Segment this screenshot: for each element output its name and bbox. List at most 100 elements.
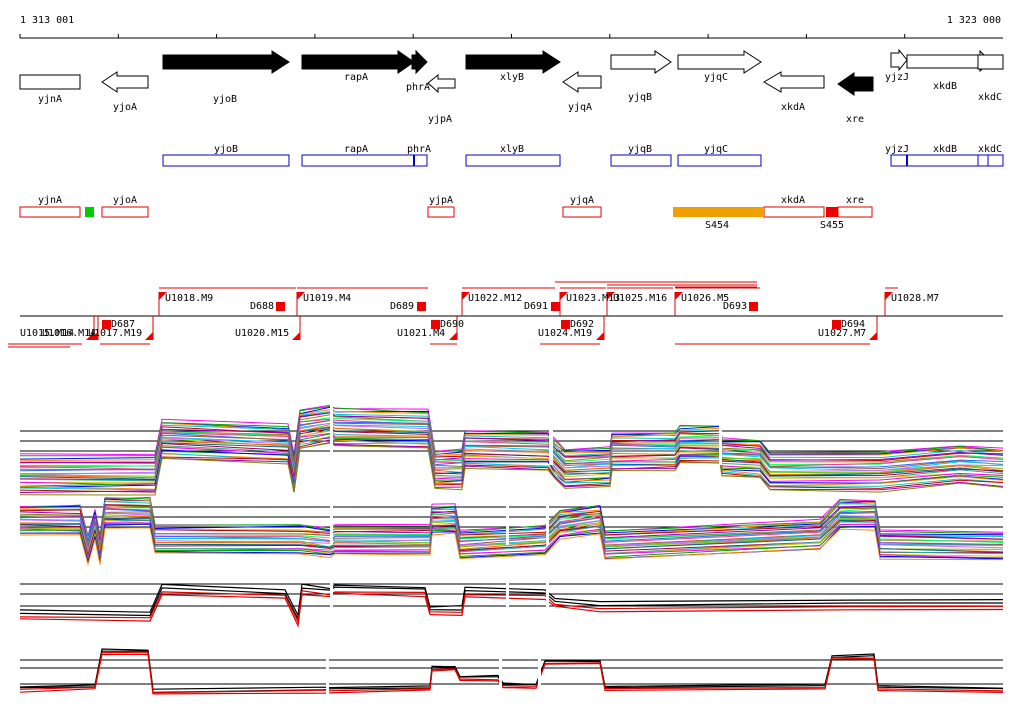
downshift-label: D687 xyxy=(111,319,135,330)
operon-xkdC-a[interactable] xyxy=(977,154,989,167)
upshift-label: U1024.M19 xyxy=(538,328,592,339)
operon-label: yjnA xyxy=(38,195,62,206)
expression-trace xyxy=(19,442,1004,496)
coord-end: 1 323 000 xyxy=(947,15,1001,26)
expression-panel-3 xyxy=(19,583,1004,628)
downshift-mark[interactable] xyxy=(551,302,560,311)
operon-label: yjoB xyxy=(214,144,238,155)
gene-yjqB[interactable]: yjqB xyxy=(610,50,672,103)
operon-label: xkdB xyxy=(933,144,957,155)
downshift-mark[interactable] xyxy=(276,302,285,311)
gene-rapA[interactable]: rapA xyxy=(301,50,415,83)
upshift-label: U1026.M5 xyxy=(681,293,729,304)
coordinate-ruler xyxy=(19,34,1003,39)
upshift-flag[interactable] xyxy=(449,332,457,340)
downshift-mark[interactable] xyxy=(417,302,426,311)
segment-S454[interactable] xyxy=(673,207,764,217)
downshift-mark[interactable] xyxy=(832,320,841,329)
operon-label: xkdC xyxy=(978,144,1002,155)
gene-label: yjpA xyxy=(428,114,452,125)
operon-label: yjqA xyxy=(570,195,594,206)
downshift-mark[interactable] xyxy=(749,302,758,311)
gene-xkdA[interactable]: xkdA xyxy=(763,71,825,113)
downshift-mark[interactable] xyxy=(102,320,111,329)
gene-label: rapA xyxy=(344,72,368,83)
expression-trace xyxy=(19,648,1004,690)
expression-trace xyxy=(19,583,1004,618)
operon-xlyB[interactable] xyxy=(465,154,561,167)
gene-yjoB[interactable]: yjoB xyxy=(162,50,290,105)
upshift-flag[interactable] xyxy=(607,292,615,300)
gene-label: xlyB xyxy=(500,72,524,83)
operon-phrA[interactable] xyxy=(413,154,428,167)
gene-yjpA[interactable]: yjpA xyxy=(427,73,456,125)
upshift-label: U1018.M9 xyxy=(165,293,213,304)
downshift-label: D692 xyxy=(570,319,594,330)
gene-xre[interactable]: xre xyxy=(837,72,874,125)
upshift-flag[interactable] xyxy=(90,332,98,340)
upshift-label: U1021.M4 xyxy=(397,328,445,339)
upshift-label: U1015.M14 xyxy=(20,328,74,339)
upshift-flag[interactable] xyxy=(292,332,300,340)
operon-xkdC-b[interactable] xyxy=(987,154,1004,167)
downshift-mark[interactable] xyxy=(431,320,440,329)
expression-panel-1 xyxy=(19,404,1004,496)
upshift-flag[interactable] xyxy=(869,332,877,340)
upshift-flag[interactable] xyxy=(297,292,305,300)
gene-label: yjqA xyxy=(568,102,592,113)
operon-label: yjoA xyxy=(113,195,137,206)
operon-yjnA[interactable] xyxy=(19,206,81,218)
upshift-flag[interactable] xyxy=(145,332,153,340)
upshift-flag[interactable] xyxy=(560,292,568,300)
upshift-label: U1023.M13 xyxy=(566,293,620,304)
operon-yjzJ[interactable] xyxy=(890,154,908,167)
upshift-flag[interactable] xyxy=(885,292,893,300)
gene-label: yjqB xyxy=(628,92,652,103)
operon-rapA[interactable] xyxy=(301,154,415,167)
operon-yjqA[interactable] xyxy=(562,206,602,218)
upshift-flag[interactable] xyxy=(462,292,470,300)
downshift-label: D690 xyxy=(440,319,464,330)
downshift-mark[interactable] xyxy=(561,320,570,329)
upshift-flag[interactable] xyxy=(675,292,683,300)
gene-yjqC[interactable]: yjqC xyxy=(677,50,762,83)
gene-xlyB[interactable]: xlyB xyxy=(465,50,561,83)
downshift-label: D688 xyxy=(250,301,274,312)
gene-yjnA[interactable]: yjnA xyxy=(19,74,81,105)
expression-panel-2 xyxy=(19,496,1004,567)
gene-label: yjoB xyxy=(213,94,237,105)
operon-xre[interactable] xyxy=(837,206,873,218)
upshift-flag[interactable] xyxy=(159,292,167,300)
segment-S455[interactable] xyxy=(826,207,838,217)
expression-trace xyxy=(19,586,1003,621)
gene-yjqA[interactable]: yjqA xyxy=(562,71,602,113)
gene-label: xre xyxy=(846,114,864,125)
upshift-flag[interactable] xyxy=(596,332,604,340)
operon-label: xkdA xyxy=(781,195,805,206)
downshift-label: D694 xyxy=(841,319,865,330)
green-marker[interactable] xyxy=(85,207,94,217)
operon-yjqC[interactable] xyxy=(677,154,762,167)
operon-track-blue xyxy=(162,154,1004,167)
operon-yjoB[interactable] xyxy=(162,154,290,167)
operon-label: xlyB xyxy=(500,144,524,155)
operon-xkdB[interactable] xyxy=(906,154,979,167)
operon-yjoA[interactable] xyxy=(101,206,149,218)
operon-label: yjpA xyxy=(429,195,453,206)
gene-label: yjqC xyxy=(704,72,728,83)
operon-yjpA[interactable] xyxy=(427,206,455,218)
coord-start: 1 313 001 xyxy=(20,15,74,26)
operon-labels-blue: yjoB rapA phrA xlyB yjqB yjqC yjzJ xkdB … xyxy=(214,144,1002,155)
upshift-label: U1016.M14 xyxy=(42,328,96,339)
gene-phrA[interactable]: phrA xyxy=(406,49,430,93)
upshift-label: U1027.M7 xyxy=(818,328,866,339)
gene-yjzJ[interactable]: yjzJ xyxy=(885,48,909,83)
operon-xkdA[interactable] xyxy=(763,206,825,218)
gene-xkdC[interactable]: xkdC xyxy=(977,54,1004,103)
gene-yjoA[interactable]: yjoA xyxy=(101,71,149,113)
operon-yjqB[interactable] xyxy=(610,154,672,167)
operon-label: yjzJ xyxy=(885,144,909,155)
expression-panel-4 xyxy=(19,648,1004,695)
upshift-label: U1022.M12 xyxy=(468,293,522,304)
